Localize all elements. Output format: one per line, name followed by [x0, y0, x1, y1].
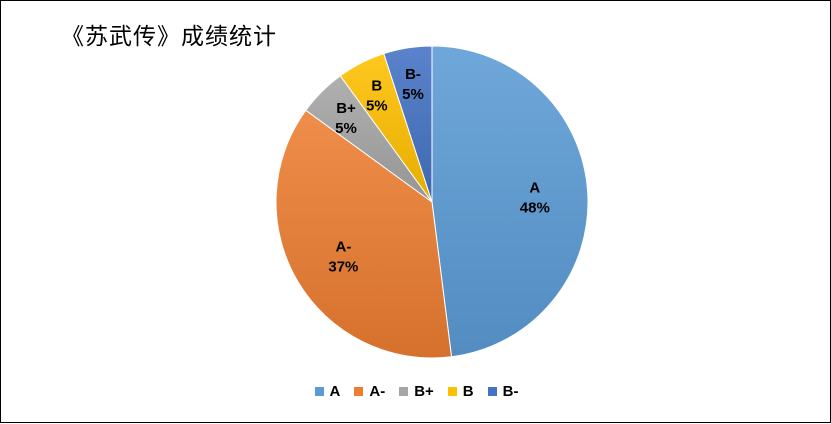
legend-label: B+ — [414, 383, 434, 400]
slice-label-a: A 48% — [520, 180, 550, 217]
legend-item: A- — [354, 383, 385, 400]
legend-label: A — [329, 383, 341, 400]
pie-slice-bminus — [383, 45, 433, 203]
chart-title: 《苏武传》成绩统计 — [61, 24, 277, 50]
legend-swatch — [487, 387, 497, 396]
legend-label: B — [462, 383, 474, 400]
chart-legend: A A- B+ B B- — [1, 383, 831, 400]
legend-swatch — [399, 387, 409, 396]
pie-slice-a — [431, 45, 589, 358]
slice-label-b: B 5% — [366, 78, 388, 115]
legend-item: B- — [487, 383, 519, 400]
slice-label-bminus: B-5% — [402, 66, 424, 103]
legend-swatch — [354, 387, 364, 396]
legend-item: B+ — [399, 383, 434, 400]
legend-label: A- — [369, 383, 386, 400]
legend-item: B — [447, 383, 474, 400]
legend-swatch — [447, 387, 457, 396]
legend-label: B- — [502, 383, 519, 400]
legend-item: A — [314, 383, 341, 400]
slice-label-aminus: A-37% — [328, 238, 358, 275]
legend-swatch — [314, 387, 324, 396]
slice-label-bplus: B+ 5% — [335, 100, 357, 137]
pie-slice-aminus — [275, 109, 453, 359]
